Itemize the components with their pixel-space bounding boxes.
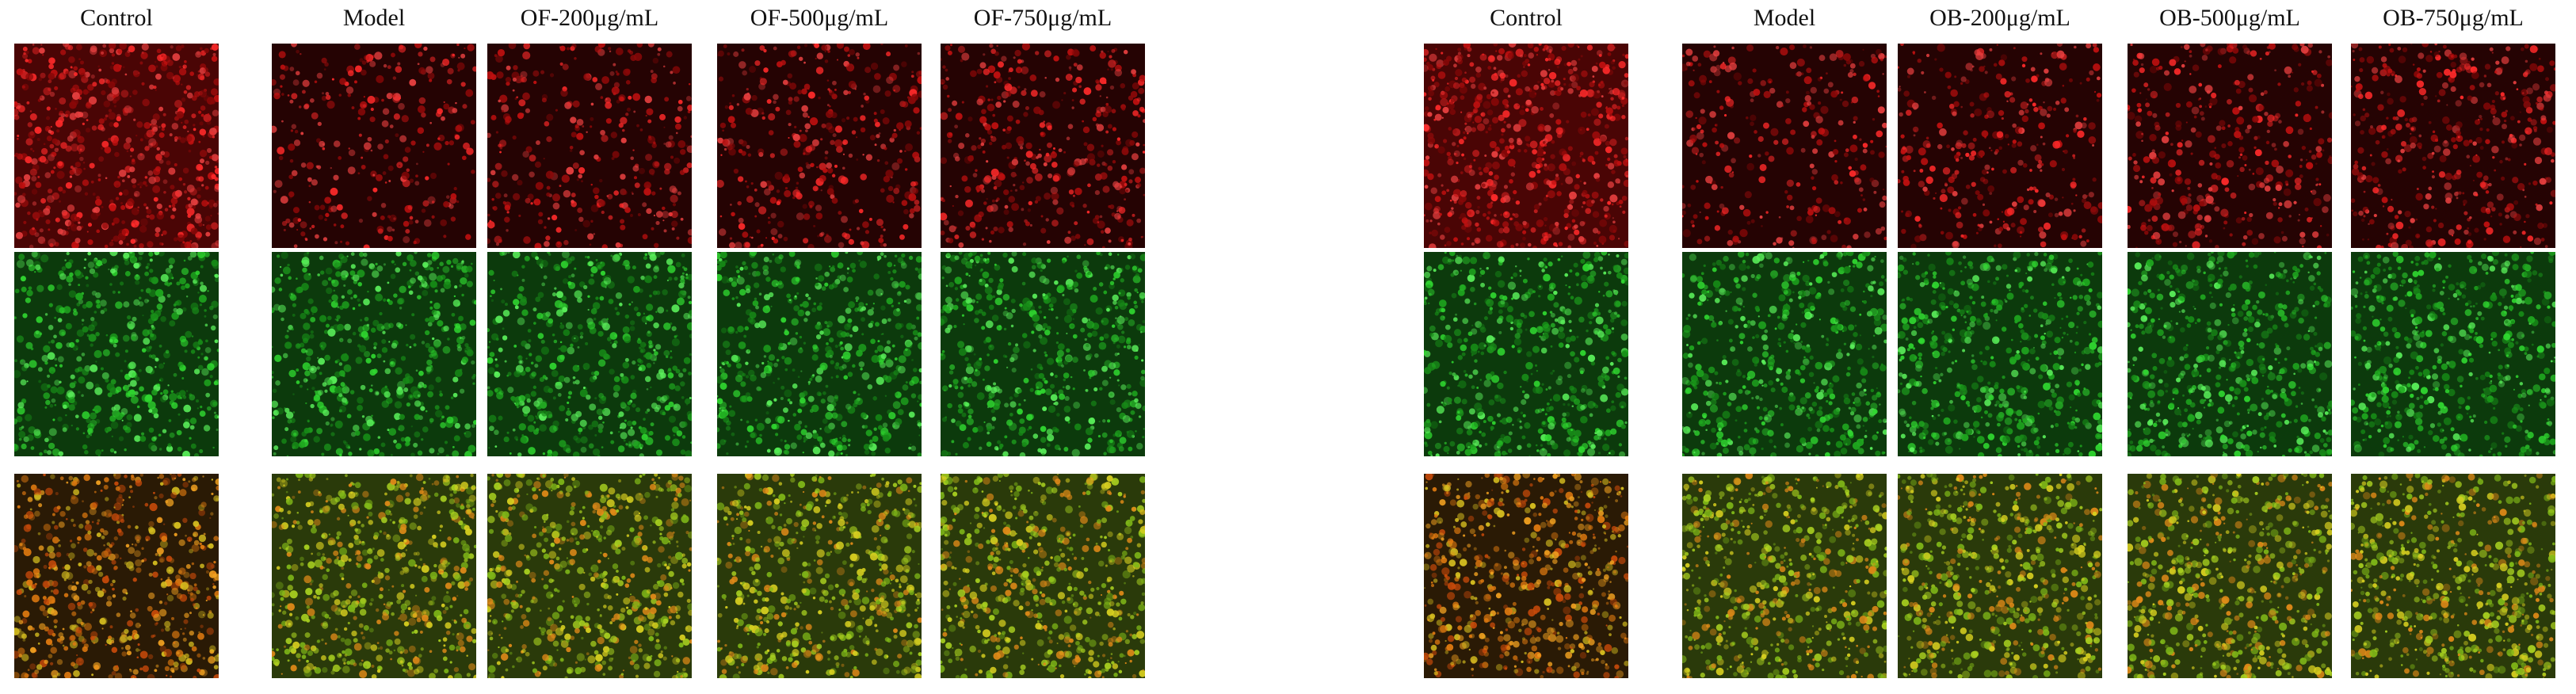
micrograph-green-channel <box>1898 252 2102 456</box>
column-label: Model <box>1753 5 1816 31</box>
micrograph-merged <box>941 474 1145 678</box>
micrograph-red-channel <box>717 44 922 248</box>
column-label: OF-500μg/mL <box>750 5 889 31</box>
micrograph-merged <box>272 474 476 678</box>
micrograph-red-channel <box>2128 44 2332 248</box>
left-figure-panel: Control Model OF-200μg/mL OF-500μg/mL OF-750… <box>0 0 1157 694</box>
column-label: OB-500μg/mL <box>2159 5 2300 31</box>
micrograph-merged <box>2351 474 2555 678</box>
micrograph-green-channel <box>717 252 922 456</box>
tile-background <box>2128 252 2332 456</box>
micrograph-red-channel <box>2351 44 2555 248</box>
micrograph-red-channel <box>1424 44 1628 248</box>
micrograph-merged <box>487 474 692 678</box>
micrograph-merged <box>717 474 922 678</box>
micrograph-merged <box>1682 474 1887 678</box>
micrograph-green-channel <box>2351 252 2555 456</box>
micrograph-merged <box>2128 474 2332 678</box>
column-label: OB-750μg/mL <box>2383 5 2524 31</box>
tile-background <box>717 252 922 456</box>
micrograph-green-channel <box>941 252 1145 456</box>
micrograph-green-channel <box>487 252 692 456</box>
column-label: Model <box>342 5 406 31</box>
column-label: OF-750μg/mL <box>973 5 1112 31</box>
micrograph-green-channel <box>1682 252 1887 456</box>
tile-background <box>1424 252 1628 456</box>
tile-background <box>272 44 476 248</box>
micrograph-green-channel <box>14 252 219 456</box>
column-label: OF-200μg/mL <box>520 5 659 31</box>
right-figure-panel: Control Model OB-200μg/mL OB-500μg/mL OB-750… <box>1410 0 2567 694</box>
micrograph-red-channel <box>1898 44 2102 248</box>
tile-background <box>941 252 1145 456</box>
micrograph-red-channel <box>941 44 1145 248</box>
micrograph-merged <box>1424 474 1628 678</box>
micrograph-red-channel <box>487 44 692 248</box>
micrograph-red-channel <box>1682 44 1887 248</box>
micrograph-green-channel <box>2128 252 2332 456</box>
column-label: OB-200μg/mL <box>1929 5 2070 31</box>
micrograph-green-channel <box>1424 252 1628 456</box>
micrograph-green-channel <box>272 252 476 456</box>
column-label: Control <box>1490 5 1563 31</box>
column-label: Control <box>80 5 153 31</box>
micrograph-red-channel <box>272 44 476 248</box>
micrograph-red-channel <box>14 44 219 248</box>
tile-background <box>941 44 1145 248</box>
micrograph-merged <box>14 474 219 678</box>
micrograph-merged <box>1898 474 2102 678</box>
